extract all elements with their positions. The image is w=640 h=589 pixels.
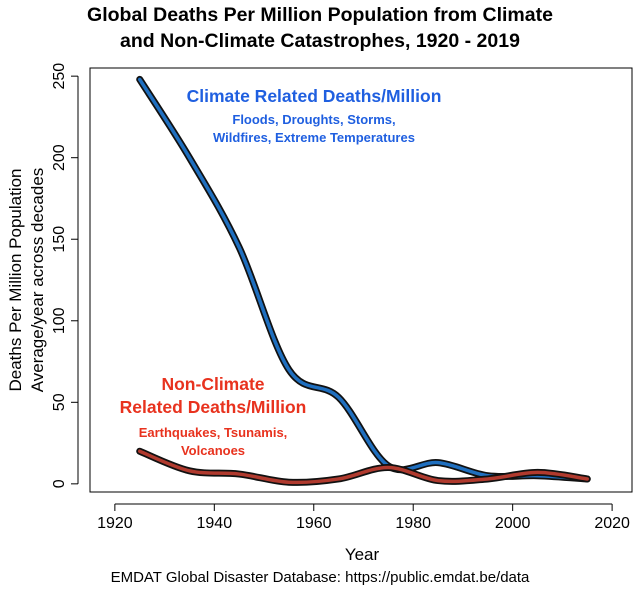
y-tick-label: 50 — [51, 393, 68, 411]
series-lines — [136, 75, 591, 486]
x-axis-title: Year — [345, 545, 380, 564]
climate-annotation: Climate Related Deaths/Million Floods, D… — [187, 86, 442, 145]
y-axis-title-line-1: Deaths Per Million Population — [6, 168, 25, 391]
y-tick-label: 250 — [51, 63, 68, 90]
y-axis: 0 50 100 150 200 250 — [51, 63, 79, 488]
climate-annotation-subtitle-2: Wildfires, Extreme Temperatures — [213, 130, 415, 145]
climate-annotation-subtitle-1: Floods, Droughts, Storms, — [232, 112, 395, 127]
non-climate-annotation-title-1: Non-Climate — [161, 374, 264, 394]
y-axis-title-line-2: Average/year across decades — [28, 168, 47, 393]
non-climate-annotation: Non-Climate Related Deaths/Million Earth… — [120, 374, 307, 458]
x-tick-label: 1920 — [97, 515, 133, 532]
non-climate-series-line — [137, 449, 589, 485]
chart-title-line-2: and Non-Climate Catastrophes, 1920 - 201… — [120, 30, 520, 52]
non-climate-annotation-title-2: Related Deaths/Million — [120, 397, 307, 417]
climate-annotation-title: Climate Related Deaths/Million — [187, 86, 442, 106]
source-caption: EMDAT Global Disaster Database: https://… — [110, 569, 530, 586]
chart-title-line-1: Global Deaths Per Million Population fro… — [87, 4, 553, 26]
x-tick-label: 2020 — [594, 515, 630, 532]
x-axis: 1920 1940 1960 1980 2000 2020 — [97, 503, 630, 532]
chart-title: Global Deaths Per Million Population fro… — [0, 2, 640, 54]
x-tick-label: 1940 — [197, 515, 233, 532]
y-tick-label: 100 — [51, 307, 68, 334]
non-climate-annotation-subtitle-2: Volcanoes — [181, 443, 245, 458]
y-tick-label: 150 — [51, 226, 68, 253]
x-tick-label: 1960 — [296, 515, 332, 532]
y-tick-label: 0 — [51, 479, 68, 488]
y-tick-label: 200 — [51, 144, 68, 171]
x-tick-label: 1980 — [395, 515, 431, 532]
plot-frame — [89, 67, 633, 493]
x-tick-label: 2000 — [495, 515, 531, 532]
non-climate-annotation-subtitle-1: Earthquakes, Tsunamis, — [139, 425, 288, 440]
